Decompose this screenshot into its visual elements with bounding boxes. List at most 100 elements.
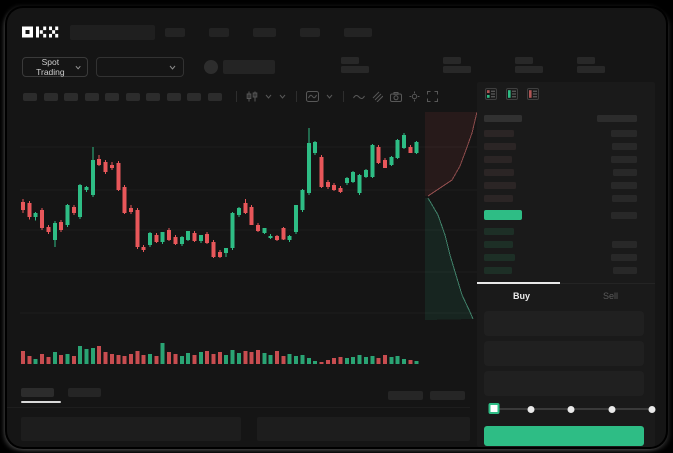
order-input-placeholder[interactable] (484, 341, 644, 366)
interval-chevron-icon[interactable] (279, 94, 286, 99)
price-chart[interactable] (20, 108, 477, 366)
okx-logo-icon (22, 26, 59, 38)
volume-bar (414, 361, 419, 364)
orders-action-placeholder[interactable] (430, 391, 465, 400)
volume-bar (148, 354, 152, 364)
volume-bar (135, 351, 140, 364)
okx-trading-app: Spot Trading (7, 8, 666, 447)
timeframe-button[interactable] (146, 92, 160, 101)
last-price-highlight (484, 210, 522, 220)
orderbook-bids-icon[interactable] (506, 88, 518, 100)
pair-search-placeholder[interactable] (70, 24, 155, 40)
volume-bar (198, 352, 203, 364)
volume-bar (192, 355, 197, 364)
top-nav (22, 24, 372, 40)
line-tool-icon[interactable] (353, 93, 365, 101)
ask-row[interactable] (484, 179, 637, 192)
candle-body (402, 134, 406, 148)
volume-bar (325, 360, 330, 364)
orderbook-rows (484, 110, 637, 277)
settings-icon[interactable] (409, 91, 420, 102)
amount-slider[interactable] (488, 402, 656, 416)
timeframe-button[interactable] (125, 92, 140, 101)
ask-row[interactable] (484, 166, 637, 179)
toolbar-divider (295, 91, 297, 102)
indicator-chevron-icon[interactable] (326, 94, 333, 99)
tab-buy[interactable]: Buy (512, 291, 530, 301)
candle-body (236, 208, 241, 215)
candle-body (135, 210, 140, 248)
timeframe-button[interactable] (23, 92, 37, 101)
bid-price-placeholder (484, 254, 515, 261)
candle-body (78, 185, 83, 217)
indicator-icon[interactable] (306, 91, 319, 102)
section-divider (7, 407, 470, 408)
ask-row[interactable] (484, 192, 637, 205)
candle-body (363, 170, 368, 177)
candle-style-icon[interactable] (246, 91, 258, 102)
order-input-placeholder[interactable] (484, 371, 644, 396)
volume-bar (402, 359, 406, 364)
candle-style-chevron-icon[interactable] (265, 94, 272, 99)
volume-bar (230, 350, 235, 364)
fullscreen-icon[interactable] (427, 91, 438, 102)
timeframe-button[interactable] (105, 92, 119, 101)
volume-bar (84, 349, 89, 364)
timeframe-button[interactable] (187, 92, 201, 101)
chevron-down-icon (169, 65, 176, 70)
nav-item-placeholder[interactable] (209, 27, 229, 37)
candle-body (21, 202, 25, 211)
nav-links (165, 27, 372, 37)
nav-item-placeholder[interactable] (300, 27, 320, 37)
timeframe-button[interactable] (43, 92, 58, 101)
timeframe-button[interactable] (64, 92, 78, 101)
bid-row[interactable] (484, 225, 637, 238)
candle-body (160, 231, 165, 243)
nav-item-placeholder[interactable] (165, 27, 185, 37)
ask-row[interactable] (484, 140, 637, 153)
slider-step-dot[interactable] (567, 405, 575, 413)
snapshot-icon[interactable] (390, 91, 402, 102)
coin-avatar[interactable] (204, 60, 218, 74)
candle-body (357, 174, 362, 194)
price-column-header-placeholder (484, 115, 522, 122)
timeframe-button[interactable] (166, 92, 181, 101)
orderbook-asks-icon[interactable] (527, 88, 539, 100)
bid-row[interactable] (484, 251, 637, 264)
order-input-placeholder[interactable] (484, 311, 644, 336)
stat-value-placeholder (443, 66, 471, 73)
candle-body (84, 187, 89, 191)
ticker-stat-placeholder (515, 57, 543, 73)
nav-item-placeholder[interactable] (253, 27, 276, 37)
orders-list-placeholder (21, 417, 241, 441)
market-type-selector[interactable]: Spot Trading (22, 57, 88, 77)
slider-step-dot[interactable] (608, 405, 615, 413)
volume-bar (294, 356, 299, 364)
timeframe-button[interactable] (84, 92, 99, 101)
last-price-row[interactable] (484, 205, 637, 225)
slider-handle[interactable] (488, 403, 500, 414)
orders-tab-placeholder[interactable] (21, 388, 54, 397)
candle-body (154, 234, 159, 243)
ask-row[interactable] (484, 127, 637, 140)
candle-body (389, 156, 394, 166)
ask-amount-placeholder (613, 169, 637, 176)
slider-step-dot[interactable] (648, 405, 656, 413)
pair-dropdown[interactable] (96, 57, 184, 77)
tab-sell[interactable]: Sell (602, 291, 618, 301)
buy-submit-button[interactable] (484, 426, 644, 446)
ask-amount-placeholder (611, 182, 637, 189)
ask-row[interactable] (484, 153, 637, 166)
draw-tool-icon[interactable] (372, 91, 383, 102)
nav-item-placeholder[interactable] (344, 27, 372, 37)
history-tab-placeholder[interactable] (68, 388, 101, 397)
timeframe-button[interactable] (207, 92, 222, 101)
orderbook-all-icon[interactable] (485, 88, 497, 100)
orders-action-placeholder[interactable] (388, 391, 423, 400)
bid-row[interactable] (484, 264, 637, 277)
candle-body (128, 208, 133, 212)
bid-row[interactable] (484, 238, 637, 251)
slider-step-dot[interactable] (527, 405, 534, 413)
volume-bar (217, 352, 222, 364)
